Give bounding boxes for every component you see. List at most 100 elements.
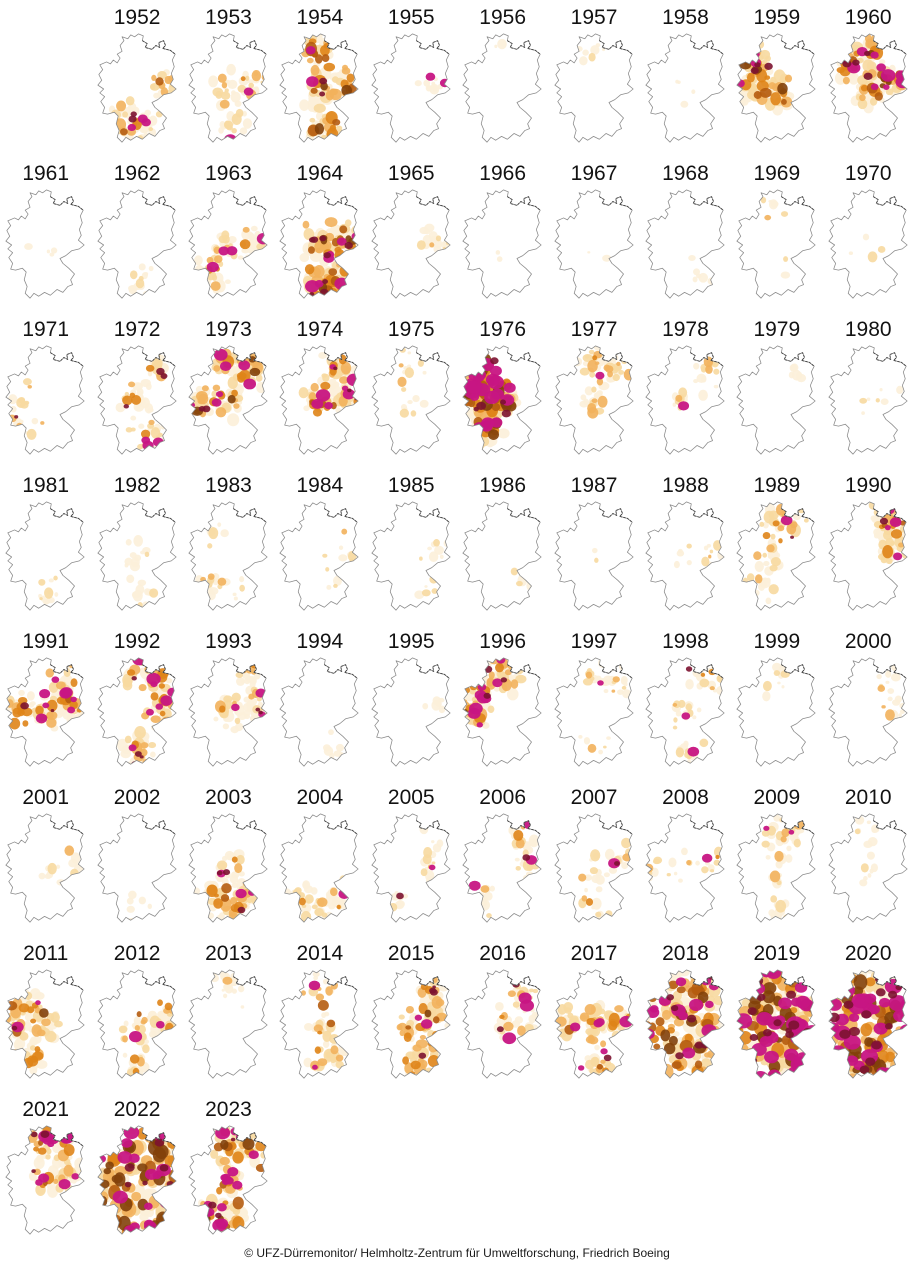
- year-map-cell: 1984: [274, 470, 365, 626]
- drought-pattern: [469, 819, 542, 919]
- germany-drought-map: [554, 657, 634, 767]
- germany-outline: [645, 189, 725, 299]
- year-label: 1978: [662, 318, 709, 341]
- germany-drought-map: [554, 969, 634, 1079]
- year-map-cell: 1969: [731, 158, 822, 314]
- year-map-cell: 2010: [823, 782, 914, 938]
- drought-pattern: [575, 43, 605, 66]
- germany-drought-map: [554, 345, 634, 455]
- baltic-coast-detail: [415, 196, 450, 211]
- year-label: 1971: [22, 318, 70, 341]
- germany-outline: [371, 813, 451, 923]
- year-map-cell: 2009: [731, 782, 822, 938]
- baltic-coast-detail: [690, 352, 724, 367]
- year-map-cell: 1966: [457, 158, 548, 314]
- baltic-coast-detail: [50, 352, 84, 367]
- germany-outline: [279, 657, 359, 767]
- baltic-coast-detail: [690, 820, 724, 835]
- germany-drought-map: [645, 33, 725, 143]
- germany-drought-map: [188, 345, 268, 455]
- year-map-cell: 1979: [731, 314, 822, 470]
- germany-drought-map: [97, 657, 177, 767]
- germany-outline: [188, 501, 268, 611]
- year-label: 1991: [22, 630, 70, 653]
- drought-pattern: [195, 513, 245, 601]
- year-label: 1953: [205, 6, 252, 29]
- germany-outline: [371, 345, 451, 455]
- drought-pattern: [554, 1000, 633, 1079]
- year-label: 2023: [205, 1098, 252, 1121]
- year-label: 1979: [753, 318, 801, 341]
- baltic-coast-detail: [141, 40, 176, 55]
- year-label: 1997: [570, 630, 618, 653]
- year-label: 2001: [22, 786, 70, 809]
- germany-drought-map: [371, 33, 451, 143]
- germany-drought-map: [462, 657, 542, 767]
- year-label: 1987: [570, 474, 618, 497]
- year-map-cell: 2023: [183, 1094, 274, 1250]
- baltic-coast-detail: [507, 352, 541, 367]
- baltic-coast-detail: [598, 40, 633, 55]
- drought-pattern: [761, 196, 803, 279]
- germany-drought-map: [188, 969, 268, 1079]
- year-label: 2006: [479, 786, 526, 809]
- year-map-cell: 2002: [91, 782, 182, 938]
- year-map-cell: 1964: [274, 158, 365, 314]
- germany-drought-map: [462, 345, 542, 455]
- germany-drought-map: [5, 189, 85, 299]
- germany-drought-map: [828, 33, 908, 143]
- year-map-cell: 1972: [91, 314, 182, 470]
- year-label: 1990: [844, 474, 892, 497]
- germany-drought-map: [828, 345, 908, 455]
- baltic-coast-detail: [415, 352, 450, 367]
- baltic-coast-detail: [233, 664, 267, 679]
- year-map-cell: 1983: [183, 470, 274, 626]
- baltic-coast-detail: [781, 196, 815, 211]
- year-label: 2017: [570, 942, 618, 965]
- credit-line: © UFZ-Dürremonitor/ Helmholtz-Zentrum fü…: [244, 1246, 670, 1260]
- year-map-cell: 1967: [548, 158, 639, 314]
- year-label: 1952: [113, 6, 161, 29]
- year-label: 1983: [205, 474, 252, 497]
- baltic-coast-detail: [781, 508, 815, 523]
- drought-pattern: [737, 969, 816, 1079]
- germany-drought-map: [736, 33, 816, 143]
- year-map-cell: 1961: [0, 158, 91, 314]
- year-map-cell: 1953: [183, 2, 274, 158]
- year-map-cell: 1956: [457, 2, 548, 158]
- germany-drought-map: [828, 189, 908, 299]
- year-label: 2012: [113, 942, 161, 965]
- drought-pattern: [762, 662, 791, 702]
- germany-outline: [554, 501, 634, 611]
- year-map-cell: 2004: [274, 782, 365, 938]
- year-label: 1989: [753, 474, 801, 497]
- germany-drought-map: [828, 657, 908, 767]
- germany-drought-map: [97, 345, 177, 455]
- germany-drought-map: [97, 501, 177, 611]
- germany-drought-map: [279, 33, 359, 143]
- baltic-coast-detail: [781, 976, 815, 991]
- baltic-coast-detail: [141, 664, 176, 679]
- baltic-coast-detail: [781, 40, 815, 55]
- baltic-coast-detail: [415, 976, 450, 991]
- germany-outline: [554, 189, 634, 299]
- baltic-coast-detail: [233, 40, 267, 55]
- year-map-cell: 2022: [91, 1094, 182, 1250]
- drought-pattern: [301, 971, 355, 1072]
- drought-pattern: [829, 34, 907, 114]
- year-label: 1962: [113, 162, 161, 185]
- year-map-cell: 2008: [640, 782, 731, 938]
- baltic-coast-detail: [324, 40, 358, 55]
- baltic-coast-detail: [141, 820, 176, 835]
- drought-pattern: [115, 346, 175, 455]
- baltic-coast-detail: [507, 40, 541, 55]
- year-label: 1954: [296, 6, 344, 29]
- baltic-coast-detail: [598, 508, 633, 523]
- germany-drought-map: [554, 501, 634, 611]
- year-map-cell: 1997: [548, 626, 639, 782]
- germany-drought-map: [736, 969, 816, 1079]
- year-map-cell: 1973: [183, 314, 274, 470]
- germany-drought-map: [645, 189, 725, 299]
- year-label: 2011: [23, 942, 69, 965]
- germany-drought-map: [5, 657, 85, 767]
